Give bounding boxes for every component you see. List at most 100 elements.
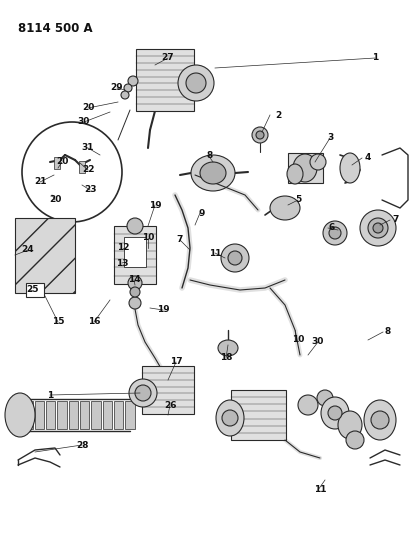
Ellipse shape <box>368 218 388 238</box>
Circle shape <box>135 385 151 401</box>
Text: 12: 12 <box>117 244 129 253</box>
Text: 26: 26 <box>164 400 176 409</box>
Text: 21: 21 <box>34 177 46 187</box>
Bar <box>26 283 44 297</box>
Circle shape <box>121 91 129 99</box>
Bar <box>35 401 44 430</box>
Bar <box>142 366 194 414</box>
Ellipse shape <box>252 127 268 143</box>
Text: 25: 25 <box>26 286 38 295</box>
Text: 10: 10 <box>142 233 154 243</box>
Text: 7: 7 <box>177 236 183 245</box>
Ellipse shape <box>218 340 238 356</box>
Text: 27: 27 <box>162 53 174 62</box>
Circle shape <box>128 276 142 290</box>
Circle shape <box>129 297 141 309</box>
Text: 15: 15 <box>52 318 64 327</box>
Text: 22: 22 <box>82 166 94 174</box>
Circle shape <box>328 406 342 420</box>
Ellipse shape <box>129 379 157 407</box>
Ellipse shape <box>221 244 249 272</box>
Circle shape <box>130 287 140 297</box>
Circle shape <box>298 395 318 415</box>
Text: 30: 30 <box>312 337 324 346</box>
Text: 10: 10 <box>292 335 304 344</box>
Text: 19: 19 <box>157 305 169 314</box>
Bar <box>80 401 89 430</box>
Ellipse shape <box>216 400 244 436</box>
Bar <box>114 401 123 430</box>
Circle shape <box>329 227 341 239</box>
Circle shape <box>128 76 138 86</box>
Ellipse shape <box>338 411 362 439</box>
Bar <box>15 217 75 293</box>
Text: 4: 4 <box>365 154 371 163</box>
Bar <box>288 153 323 183</box>
Circle shape <box>371 411 389 429</box>
Text: 9: 9 <box>199 208 205 217</box>
Bar <box>54 157 60 169</box>
Circle shape <box>22 122 122 222</box>
Circle shape <box>222 410 238 426</box>
Text: 2: 2 <box>275 110 281 119</box>
Text: 11: 11 <box>209 248 221 257</box>
Bar <box>125 401 134 430</box>
Circle shape <box>317 390 333 406</box>
Ellipse shape <box>178 65 214 101</box>
Bar <box>136 49 194 111</box>
Text: 18: 18 <box>220 353 232 362</box>
Circle shape <box>124 84 132 92</box>
Text: 30: 30 <box>78 117 90 126</box>
Ellipse shape <box>191 155 235 191</box>
Text: 6: 6 <box>329 223 335 232</box>
Bar <box>23 401 32 430</box>
Bar <box>91 401 101 430</box>
Ellipse shape <box>321 397 349 429</box>
Text: 28: 28 <box>76 440 88 449</box>
Text: 20: 20 <box>49 196 61 205</box>
Bar <box>103 401 112 430</box>
Text: 14: 14 <box>128 276 140 285</box>
Circle shape <box>228 251 242 265</box>
Circle shape <box>373 223 383 233</box>
Text: 8: 8 <box>207 150 213 159</box>
Bar <box>79 161 85 173</box>
Ellipse shape <box>287 164 303 184</box>
Circle shape <box>127 218 143 234</box>
Ellipse shape <box>5 393 35 437</box>
Text: 5: 5 <box>295 196 301 205</box>
Bar <box>58 401 67 430</box>
Ellipse shape <box>364 400 396 440</box>
Text: 13: 13 <box>116 259 128 268</box>
Ellipse shape <box>270 196 300 220</box>
Text: 8: 8 <box>385 327 391 336</box>
Text: 29: 29 <box>111 84 123 93</box>
Circle shape <box>346 431 364 449</box>
Text: 16: 16 <box>88 318 100 327</box>
Text: 17: 17 <box>170 358 182 367</box>
Ellipse shape <box>360 210 396 246</box>
Ellipse shape <box>323 221 347 245</box>
Text: 1: 1 <box>372 53 378 62</box>
Text: 7: 7 <box>393 215 399 224</box>
Circle shape <box>256 131 264 139</box>
Text: 20: 20 <box>56 157 68 166</box>
Bar <box>46 401 55 430</box>
Bar <box>114 226 156 284</box>
Bar <box>69 401 78 430</box>
Bar <box>124 237 146 267</box>
Text: 11: 11 <box>314 486 326 495</box>
Text: 1: 1 <box>47 391 53 400</box>
Text: 19: 19 <box>149 200 161 209</box>
Ellipse shape <box>293 154 317 182</box>
Text: 31: 31 <box>82 143 94 152</box>
Text: 20: 20 <box>82 103 94 112</box>
Ellipse shape <box>310 154 326 170</box>
Text: 23: 23 <box>84 185 96 195</box>
Bar <box>231 390 286 440</box>
Circle shape <box>186 73 206 93</box>
Text: 3: 3 <box>327 133 333 142</box>
Text: 24: 24 <box>22 246 34 254</box>
Ellipse shape <box>200 162 226 184</box>
Text: 8114 500 A: 8114 500 A <box>18 22 92 35</box>
